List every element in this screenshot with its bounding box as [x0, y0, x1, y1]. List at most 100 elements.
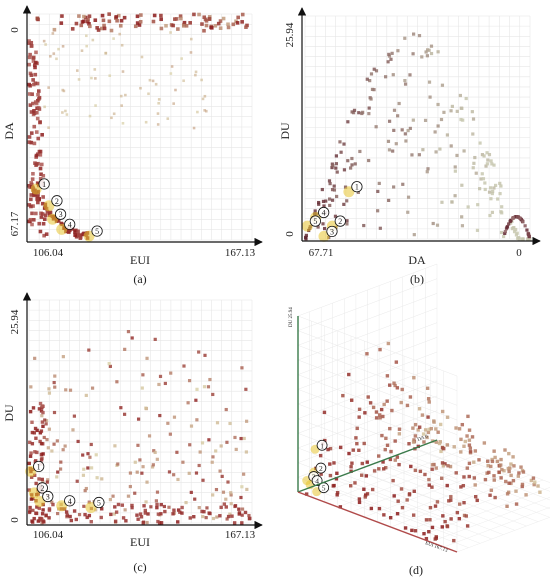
panel-d-da-axis — [297, 439, 438, 493]
data-point — [197, 350, 201, 354]
data-point — [72, 509, 77, 513]
data-point — [141, 521, 145, 525]
data-point — [477, 458, 481, 462]
data-point — [31, 78, 35, 82]
data-point — [51, 502, 55, 507]
data-point — [358, 149, 362, 154]
highlight-label: 4 — [68, 220, 72, 229]
data-point — [225, 517, 229, 521]
panel-a-x-tick-left: 106.04 — [33, 247, 64, 259]
data-point — [189, 424, 194, 428]
data-point — [467, 443, 472, 447]
data-point — [525, 228, 529, 232]
data-point — [59, 221, 64, 226]
data-point — [150, 465, 155, 469]
data-point — [363, 411, 367, 415]
data-point — [357, 415, 361, 419]
highlight-glow — [34, 496, 46, 508]
data-point — [43, 105, 46, 109]
data-point — [184, 500, 188, 505]
data-point — [101, 18, 106, 23]
data-point — [411, 513, 416, 517]
data-point — [120, 104, 123, 107]
data-point — [77, 14, 81, 18]
data-point — [247, 513, 251, 518]
data-point — [361, 110, 365, 114]
data-point — [486, 463, 490, 468]
data-point — [377, 181, 381, 186]
data-point — [195, 387, 199, 391]
data-point — [128, 471, 133, 475]
data-point — [465, 434, 469, 438]
data-point — [428, 518, 432, 522]
data-point — [184, 24, 189, 28]
highlight-badge — [64, 495, 76, 507]
data-point — [218, 469, 222, 473]
data-point — [466, 414, 470, 419]
data-point — [28, 83, 32, 88]
data-point — [159, 521, 164, 525]
data-point — [133, 460, 137, 464]
data-point — [396, 499, 400, 503]
panel-b-x-tick-right: 0 — [516, 247, 522, 259]
data-point — [93, 68, 97, 71]
data-point — [60, 14, 64, 18]
data-point — [84, 486, 88, 491]
data-point — [109, 28, 114, 33]
data-point — [365, 77, 369, 81]
data-point — [45, 480, 49, 484]
data-point — [194, 73, 197, 77]
data-point — [68, 514, 72, 519]
data-point — [429, 426, 433, 431]
data-point — [467, 428, 472, 432]
data-point — [331, 484, 335, 488]
data-point — [43, 213, 48, 218]
data-point — [487, 470, 491, 475]
data-point — [34, 50, 38, 55]
data-point — [509, 462, 513, 466]
data-point — [221, 490, 226, 494]
data-point — [357, 407, 362, 412]
data-point — [369, 506, 374, 511]
data-point — [395, 455, 400, 459]
data-point — [509, 221, 513, 225]
data-point — [151, 19, 156, 24]
data-point — [237, 507, 241, 511]
data-point — [468, 446, 473, 450]
data-point — [435, 500, 440, 504]
data-point — [201, 97, 205, 101]
data-point — [459, 117, 463, 122]
data-point — [321, 199, 326, 204]
data-point — [156, 123, 160, 126]
data-point — [193, 497, 197, 501]
data-point — [38, 153, 43, 157]
data-point — [71, 428, 75, 432]
data-point — [30, 420, 34, 424]
data-point — [248, 516, 252, 521]
data-point — [171, 512, 175, 516]
data-point — [476, 203, 480, 207]
data-point — [230, 514, 234, 518]
data-point — [151, 79, 155, 83]
data-point — [520, 237, 524, 241]
data-point — [462, 500, 466, 505]
data-point — [473, 449, 478, 453]
data-point — [188, 443, 192, 447]
data-point — [380, 433, 384, 438]
data-point — [37, 197, 42, 201]
data-point — [423, 472, 427, 477]
data-point — [360, 473, 364, 477]
data-point — [408, 126, 412, 131]
data-point — [403, 36, 407, 40]
data-point — [480, 153, 485, 157]
data-point — [27, 62, 31, 67]
highlight-badge — [54, 208, 67, 220]
highlight-badge — [91, 225, 103, 237]
data-point — [482, 441, 487, 445]
data-point — [38, 120, 42, 124]
data-point — [379, 407, 384, 412]
data-point — [330, 162, 334, 166]
highlight-label: 5 — [322, 484, 326, 493]
data-point — [116, 502, 121, 507]
highlight-glow — [318, 230, 330, 242]
